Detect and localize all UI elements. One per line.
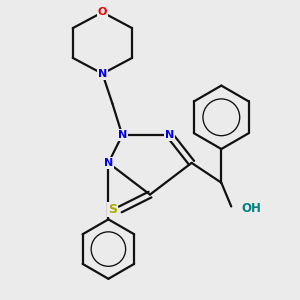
Text: N: N: [118, 130, 127, 140]
Text: S: S: [108, 203, 117, 216]
Text: N: N: [165, 130, 174, 140]
Text: N: N: [104, 158, 113, 168]
Text: O: O: [98, 7, 107, 17]
Text: OH: OH: [241, 202, 261, 215]
Text: N: N: [98, 69, 107, 79]
